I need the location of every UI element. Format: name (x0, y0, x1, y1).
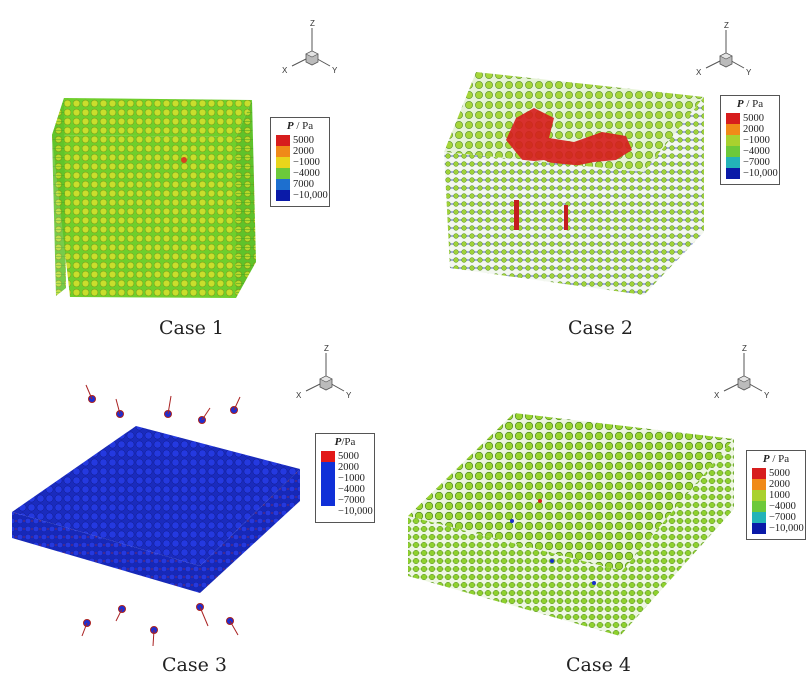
caption-case-2: Case 2 (568, 317, 633, 339)
legend-label: 2000 (338, 462, 359, 473)
legend-label: −4000 (338, 484, 365, 495)
pressure-legend-case-2: P / Pa 5000 2000 −1000 −4000 −7000 −10,0… (720, 95, 780, 185)
pressure-legend-case-3: P/Pa 5000 2000 −1000 −4000 −7000 −10,000 (315, 433, 375, 523)
axis-triad-icon: Z X Y (714, 344, 770, 400)
legend-label: 5000 (293, 135, 314, 146)
legend-label: 2000 (769, 479, 790, 490)
axis-triad-icon: Z X Y (296, 344, 352, 400)
svg-text:Z: Z (724, 21, 729, 30)
legend-label: −4000 (769, 501, 796, 512)
panel-case-3: P/Pa 5000 2000 −1000 −4000 −7000 −10,000… (0, 341, 404, 682)
pressure-legend-case-1: P / Pa 5000 2000 −1000 −4000 7000 −10,00… (270, 117, 330, 207)
particle-block-case-4 (408, 413, 734, 636)
svg-text:Z: Z (742, 344, 747, 353)
legend-label: −7000 (338, 495, 365, 506)
legend-label: −7000 (769, 512, 796, 523)
svg-text:X: X (714, 391, 720, 400)
legend-label: 5000 (743, 113, 764, 124)
caption-case-3: Case 3 (162, 654, 227, 676)
particle-block-case-1 (52, 98, 256, 298)
legend-label: −1000 (338, 473, 365, 484)
pressure-legend-case-4: P / Pa 5000 2000 1000 −4000 −7000 −10,00… (746, 450, 806, 540)
axis-triad-icon: Z X Y (696, 21, 752, 77)
legend-label: −10,000 (769, 523, 804, 534)
legend-label: 5000 (769, 468, 790, 479)
legend-label: −4000 (293, 168, 320, 179)
legend-label: −10,000 (293, 190, 328, 201)
svg-text:X: X (696, 68, 702, 77)
svg-text:Y: Y (746, 68, 752, 77)
axis-triad-icon: Z X Y (282, 19, 338, 75)
svg-text:X: X (296, 391, 302, 400)
legend-label: 5000 (338, 451, 359, 462)
caption-case-1: Case 1 (159, 317, 224, 339)
svg-text:Y: Y (332, 66, 338, 75)
svg-text:Y: Y (764, 391, 770, 400)
legend-label: −1000 (293, 157, 320, 168)
panel-case-2: P / Pa 5000 2000 −1000 −4000 −7000 −10,0… (404, 0, 808, 341)
legend-label: 2000 (743, 124, 764, 135)
particle-block-case-3 (12, 384, 300, 647)
svg-text:X: X (282, 66, 288, 75)
legend-label: 1000 (769, 490, 790, 501)
legend-label: 2000 (293, 146, 314, 157)
svg-text:Y: Y (346, 391, 352, 400)
legend-label: −1000 (743, 135, 770, 146)
panel-case-1: P / Pa 5000 2000 −1000 −4000 7000 −10,00… (0, 0, 404, 341)
legend-label: −4000 (743, 146, 770, 157)
legend-label: −7000 (743, 157, 770, 168)
legend-label: 7000 (293, 179, 314, 190)
caption-case-4: Case 4 (566, 654, 631, 676)
svg-text:Z: Z (324, 344, 329, 353)
legend-label: −10,000 (743, 168, 778, 179)
legend-label: −10,000 (338, 506, 373, 517)
svg-text:Z: Z (310, 19, 315, 28)
panel-case-4: P / Pa 5000 2000 1000 −4000 −7000 −10,00… (404, 341, 808, 682)
particle-block-case-2 (444, 72, 704, 295)
